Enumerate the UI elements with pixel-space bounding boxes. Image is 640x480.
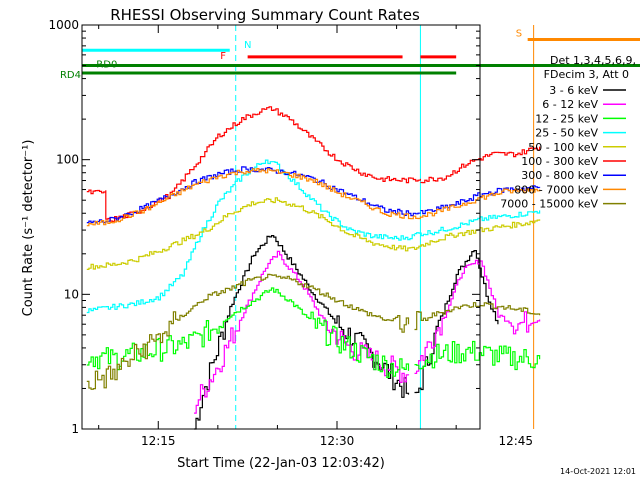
- series-12-25-kev-segment-1: [86, 287, 410, 378]
- series-25-50-kev: [86, 159, 541, 314]
- series-25-50-kev-segment-2: [414, 210, 541, 237]
- flag-label-f: F: [220, 51, 226, 62]
- legend-label-12-25-kev: 12 - 25 keV: [535, 112, 598, 125]
- y-axis-label: Count Rate (s⁻¹ detector⁻¹): [21, 140, 36, 317]
- x-tick-label-12-15: 12:15: [141, 434, 176, 448]
- footer-date: 14-Oct-2021 12:01: [560, 467, 636, 476]
- flag-label-rd4: RD4: [60, 70, 81, 81]
- y-tick-label-1: 1: [71, 422, 79, 436]
- series-800-7000-kev: [86, 168, 541, 227]
- flag-label-rd0: RD0: [96, 60, 117, 71]
- legend-label-25-50-kev: 25 - 50 keV: [535, 127, 598, 140]
- series-800-7000-kev-segment-1: [86, 168, 421, 227]
- plot-frame: [81, 24, 481, 430]
- series-25-50-kev-segment-1: [86, 159, 416, 314]
- series-50-100-kev-segment-1: [86, 197, 416, 270]
- chart-title: RHESSI Observing Summary Count Rates: [110, 6, 420, 24]
- series-7000-15000-kev-segment-2: [414, 302, 541, 331]
- y-tick-label-1000: 1000: [48, 18, 79, 32]
- plot-area: N F S RD0 RD4: [60, 25, 640, 430]
- series-3-6-kev: [194, 235, 499, 430]
- series-3-6-kev-segment-1: [194, 235, 410, 430]
- legend-label-3-6-kev: 3 - 6 keV: [549, 84, 598, 97]
- series-12-25-kev-segment-2: [414, 340, 541, 371]
- series-3-6-kev-segment-2: [414, 250, 499, 394]
- legend-label-50-100-kev: 50 - 100 keV: [528, 141, 598, 154]
- x-tick-label-12-45: 12:45: [498, 434, 533, 448]
- series-6-12-kev-segment-2: [414, 259, 541, 374]
- legend-label-7000-15000-kev: 7000 - 15000 keV: [500, 198, 598, 211]
- legend-header-line2: FDecim 3, Att 0: [544, 68, 629, 81]
- series-12-25-kev: [86, 287, 541, 378]
- y-tick-label-10: 10: [64, 287, 79, 301]
- series-7000-15000-kev: [86, 273, 541, 390]
- legend-label-6-12-kev: 6 - 12 keV: [542, 98, 598, 111]
- legend-label-300-800-kev: 300 - 800 keV: [521, 169, 598, 182]
- flag-label-s: S: [516, 29, 522, 40]
- legend: Det 1,3,4,5,6,9, FDecim 3, Att 0 3 - 6 k…: [500, 54, 636, 211]
- legend-label-800-7000-kev: 800 - 7000 keV: [514, 183, 598, 196]
- legend-label-100-300-kev: 100 - 300 keV: [521, 155, 598, 168]
- y-tick-label-100: 100: [56, 153, 79, 167]
- legend-header-line1: Det 1,3,4,5,6,9,: [550, 54, 636, 67]
- flag-label-n: N: [244, 40, 251, 51]
- x-tick-label-12-30: 12:30: [320, 434, 355, 448]
- x-axis-label: Start Time (22-Jan-03 12:03:42): [177, 456, 385, 471]
- series-7000-15000-kev-segment-1: [86, 273, 410, 390]
- series-800-7000-kev-segment-2: [420, 188, 541, 218]
